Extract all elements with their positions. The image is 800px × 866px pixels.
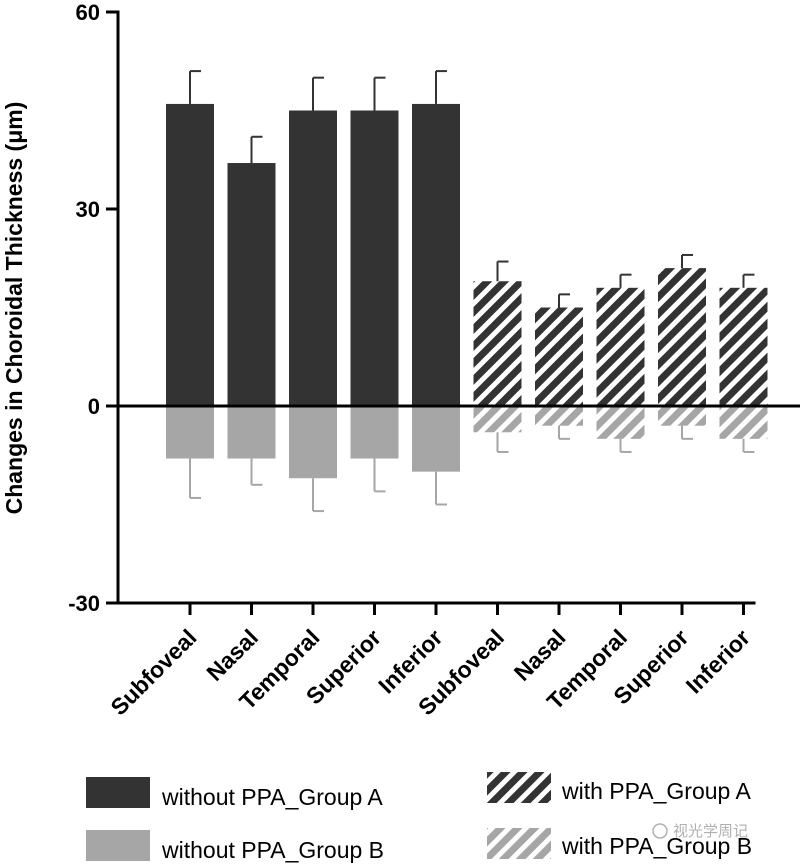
bar — [473, 406, 522, 433]
y-axis-label: Changes in Choroidal Thickness (μm) — [1, 102, 27, 515]
bar — [658, 406, 706, 426]
bar — [166, 406, 214, 459]
bar — [350, 406, 399, 459]
wechat-icon — [652, 823, 668, 839]
y-tick-label: 60 — [76, 0, 100, 25]
legend: without PPA_Group A without PPA_Group B … — [86, 772, 752, 863]
error-bars — [189, 70, 755, 513]
legend-label: without PPA_Group A — [161, 784, 383, 810]
category-labels: Subfoveal NasalTemporalSuperiorInferiorSu… — [105, 624, 755, 720]
bar — [596, 287, 645, 406]
bar — [289, 406, 337, 479]
bar — [289, 110, 337, 406]
bar — [473, 281, 522, 406]
bar — [412, 406, 460, 472]
bar — [535, 307, 583, 406]
y-ticks: 60 30 0 -30 — [68, 0, 118, 616]
legend-swatch — [86, 830, 150, 861]
watermark-text: 视光学周记 — [673, 822, 748, 840]
bar — [350, 110, 399, 406]
bar — [412, 103, 460, 406]
category-label: Inferior — [681, 624, 755, 698]
bar — [658, 268, 706, 406]
legend-item-without-ppa-group-b: without PPA_Group B — [86, 830, 384, 863]
bar — [227, 163, 276, 406]
bar — [719, 406, 768, 439]
legend-swatch — [86, 777, 150, 808]
legend-item-without-ppa-group-a: without PPA_Group A — [86, 777, 383, 810]
legend-label: without PPA_Group B — [161, 837, 384, 863]
legend-item-with-ppa-group-a: with PPA_Group A — [487, 772, 751, 804]
bar — [535, 406, 583, 426]
legend-swatch — [487, 772, 551, 803]
y-tick-label: 0 — [88, 394, 100, 419]
y-tick-label: -30 — [68, 591, 100, 616]
y-tick-label: 30 — [76, 197, 100, 222]
category-label: Subfoveal — [105, 624, 201, 720]
bars — [166, 103, 768, 479]
legend-swatch — [487, 828, 551, 859]
bar — [166, 103, 214, 406]
x-ticks — [188, 603, 745, 615]
bar — [719, 287, 768, 406]
legend-label: with PPA_Group A — [561, 778, 751, 804]
bar — [596, 406, 645, 439]
legend-item-with-ppa-group-b: with PPA_Group B — [487, 828, 752, 859]
watermark: 视光学周记 — [652, 822, 748, 840]
bar — [227, 406, 276, 459]
